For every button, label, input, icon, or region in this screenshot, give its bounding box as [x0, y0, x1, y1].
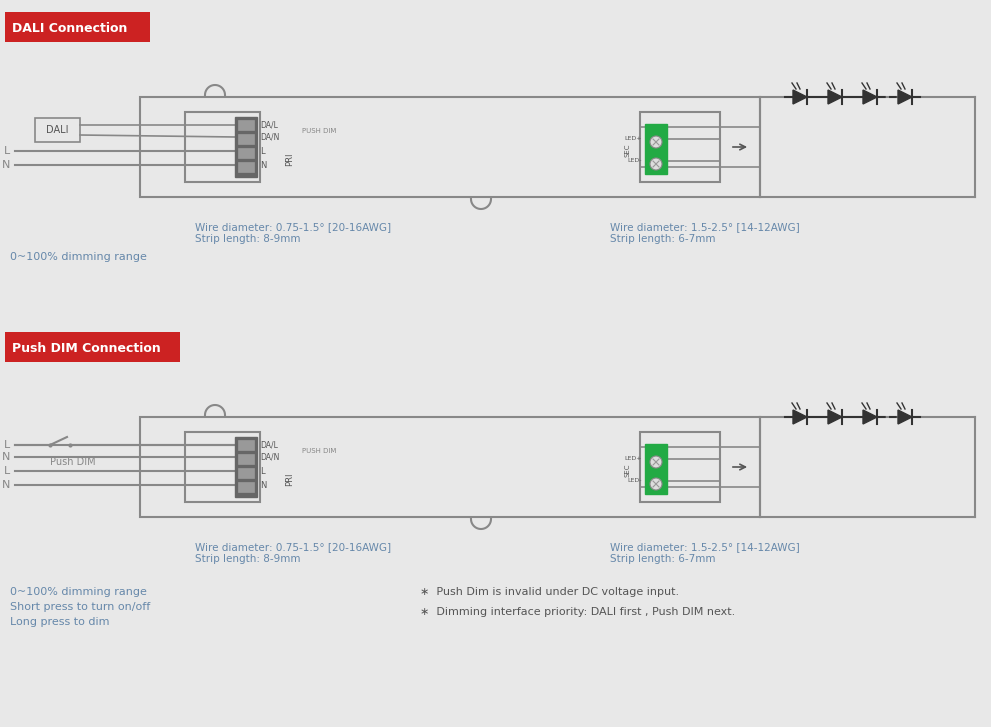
FancyBboxPatch shape [238, 482, 254, 492]
Text: ∗  Dimming interface priority: DALI first , Push DIM next.: ∗ Dimming interface priority: DALI first… [420, 607, 735, 617]
FancyBboxPatch shape [238, 468, 254, 478]
Text: DALI: DALI [47, 125, 68, 135]
FancyBboxPatch shape [645, 444, 667, 494]
Text: PRI: PRI [285, 473, 294, 486]
FancyBboxPatch shape [645, 124, 667, 174]
FancyBboxPatch shape [5, 332, 180, 362]
Circle shape [650, 158, 662, 170]
Text: Push DIM Connection: Push DIM Connection [12, 342, 161, 356]
Text: DALI Connection: DALI Connection [12, 23, 128, 36]
Text: 0~100% dimming range: 0~100% dimming range [10, 252, 147, 262]
Polygon shape [898, 410, 912, 424]
Circle shape [650, 456, 662, 468]
Circle shape [650, 478, 662, 490]
Text: N: N [2, 452, 10, 462]
FancyBboxPatch shape [238, 134, 254, 144]
Text: LED+: LED+ [624, 137, 642, 142]
Text: PUSH DIM: PUSH DIM [302, 448, 336, 454]
Text: PUSH DIM: PUSH DIM [302, 128, 336, 134]
Text: N: N [2, 480, 10, 490]
FancyBboxPatch shape [235, 437, 257, 497]
FancyBboxPatch shape [238, 162, 254, 172]
Polygon shape [863, 90, 877, 104]
Text: LED-: LED- [627, 478, 642, 483]
Text: 0~100% dimming range
Short press to turn on/off
Long press to dim: 0~100% dimming range Short press to turn… [10, 587, 151, 627]
Polygon shape [863, 410, 877, 424]
Polygon shape [898, 90, 912, 104]
Circle shape [650, 136, 662, 148]
Text: Wire diameter: 1.5-2.5° [14-12AWG]
Strip length: 6-7mm: Wire diameter: 1.5-2.5° [14-12AWG] Strip… [610, 542, 800, 563]
Polygon shape [828, 410, 842, 424]
FancyBboxPatch shape [5, 12, 150, 42]
Text: N: N [260, 481, 267, 489]
Text: Push DIM: Push DIM [50, 457, 95, 467]
Polygon shape [828, 90, 842, 104]
Text: LED-: LED- [627, 158, 642, 164]
Text: L: L [260, 467, 265, 475]
Text: SEC: SEC [624, 143, 630, 157]
FancyBboxPatch shape [238, 148, 254, 158]
Text: LED+: LED+ [624, 457, 642, 462]
Text: N: N [2, 160, 10, 170]
FancyBboxPatch shape [238, 440, 254, 450]
Text: Wire diameter: 1.5-2.5° [14-12AWG]
Strip length: 6-7mm: Wire diameter: 1.5-2.5° [14-12AWG] Strip… [610, 222, 800, 244]
Text: Wire diameter: 0.75-1.5° [20-16AWG]
Strip length: 8-9mm: Wire diameter: 0.75-1.5° [20-16AWG] Stri… [195, 222, 391, 244]
Text: DA/N: DA/N [260, 132, 279, 142]
Text: L: L [4, 146, 10, 156]
Text: L: L [4, 440, 10, 450]
Text: Wire diameter: 0.75-1.5° [20-16AWG]
Strip length: 8-9mm: Wire diameter: 0.75-1.5° [20-16AWG] Stri… [195, 542, 391, 563]
Text: DA/L: DA/L [260, 441, 277, 449]
Text: L: L [4, 466, 10, 476]
Text: ∗  Push Dim is invalid under DC voltage input.: ∗ Push Dim is invalid under DC voltage i… [420, 587, 679, 597]
FancyBboxPatch shape [238, 120, 254, 130]
Polygon shape [793, 410, 807, 424]
FancyBboxPatch shape [235, 117, 257, 177]
Polygon shape [793, 90, 807, 104]
Text: DA/N: DA/N [260, 452, 279, 462]
Text: SEC: SEC [624, 463, 630, 477]
FancyBboxPatch shape [238, 454, 254, 464]
Text: N: N [260, 161, 267, 169]
Text: DA/L: DA/L [260, 121, 277, 129]
Text: PRI: PRI [285, 152, 294, 166]
Text: L: L [260, 147, 265, 156]
